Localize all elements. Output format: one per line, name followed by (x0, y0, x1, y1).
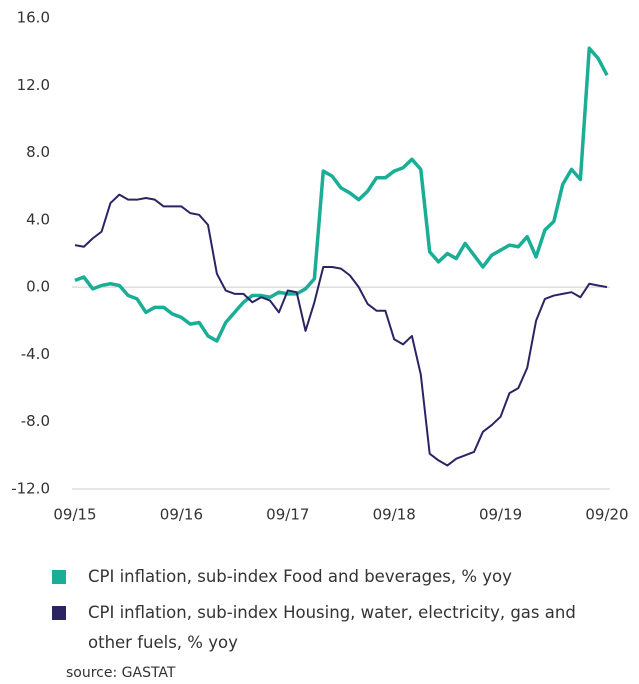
x-tick-label: 09/16 (160, 506, 203, 524)
legend-swatch (52, 606, 66, 620)
y-tick-label: 16.0 (17, 9, 50, 27)
legend-swatch (52, 570, 66, 584)
legend: CPI inflation, sub-index Food and bevera… (52, 562, 612, 664)
y-tick-label: 0.0 (26, 278, 50, 296)
y-tick-label: 8.0 (26, 143, 50, 161)
series-line (74, 46, 609, 343)
x-tick-label: 09/18 (373, 506, 416, 524)
chart: 16.0 12.0 8.0 4.0 0.0 -4.0 -8.0 -12.009/15 09/16… (11, 9, 628, 524)
x-tick-label: 09/20 (585, 506, 628, 524)
source: source: GASTAT (66, 665, 176, 681)
y-tick-label: -4.0 (21, 345, 50, 363)
series-line (74, 193, 608, 467)
y-tick-label: 4.0 (26, 210, 50, 228)
legend-label: CPI inflation, sub-index Housing, water,… (88, 603, 576, 652)
x-tick-label: 09/15 (53, 506, 96, 524)
legend-item: CPI inflation, sub-index Housing, water,… (52, 598, 612, 658)
x-tick-label: 09/17 (266, 506, 309, 524)
legend-label: CPI inflation, sub-index Food and bevera… (88, 567, 512, 586)
y-tick-label: 12.0 (17, 76, 50, 94)
x-tick-label: 09/19 (479, 506, 522, 524)
y-tick-label: -12.0 (11, 480, 50, 498)
y-tick-label: -8.0 (21, 412, 50, 430)
legend-item: CPI inflation, sub-index Food and bevera… (52, 562, 612, 592)
